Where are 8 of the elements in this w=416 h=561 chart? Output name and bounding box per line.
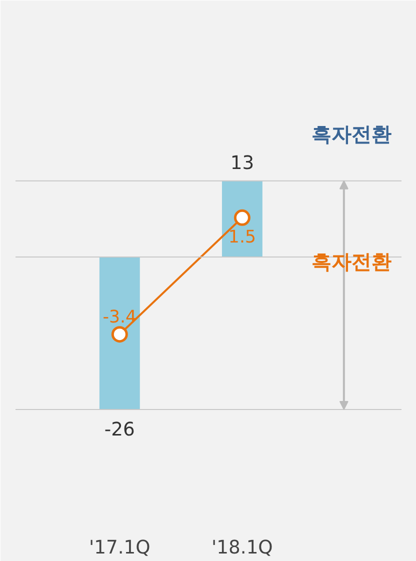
x-tick-label: '17.1Q: [88, 538, 150, 558]
data-label: -3.4: [102, 307, 137, 328]
data-label: 1.5: [228, 228, 256, 248]
data-label: -26: [104, 419, 135, 440]
annotation: 흑자전환: [312, 250, 392, 274]
annotation: 흑자전환: [312, 122, 392, 146]
data-label: 13: [230, 152, 254, 174]
x-tick-label: '18.1Q: [212, 538, 273, 558]
